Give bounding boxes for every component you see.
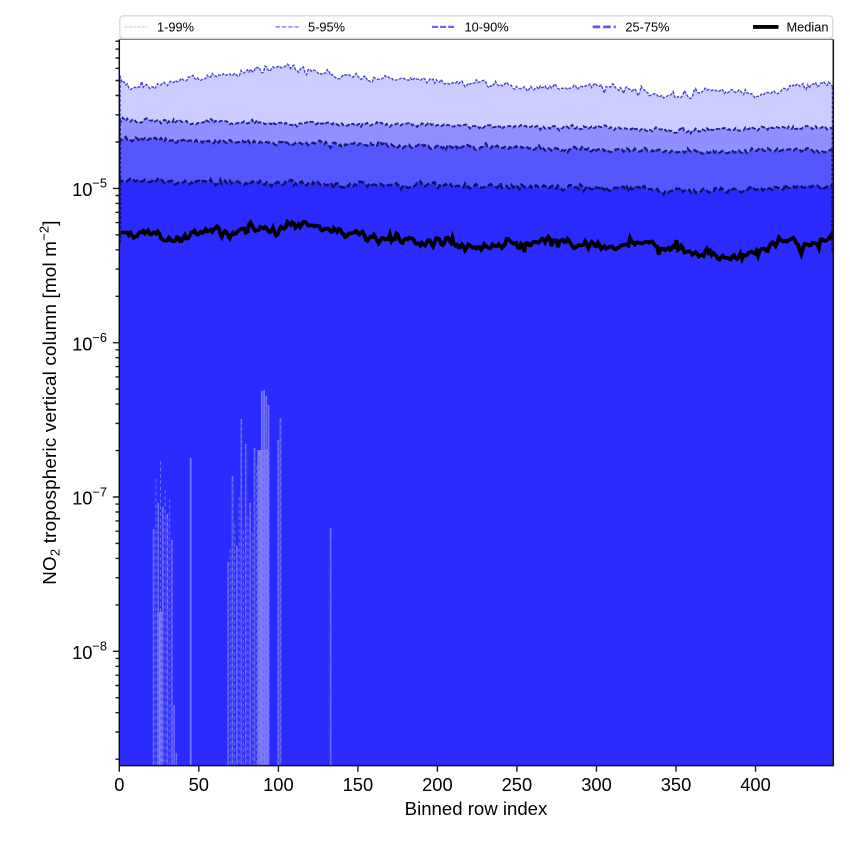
svg-text:300: 300 bbox=[581, 774, 612, 795]
svg-text:200: 200 bbox=[422, 774, 453, 795]
svg-text:10-90%: 10-90% bbox=[465, 19, 509, 34]
svg-text:Binned row index: Binned row index bbox=[405, 798, 548, 819]
svg-text:1-99%: 1-99% bbox=[157, 19, 194, 34]
svg-text:400: 400 bbox=[740, 774, 771, 795]
svg-text:150: 150 bbox=[343, 774, 374, 795]
svg-text:100: 100 bbox=[263, 774, 294, 795]
svg-text:10−5: 10−5 bbox=[72, 176, 107, 200]
svg-text:250: 250 bbox=[502, 774, 533, 795]
svg-text:50: 50 bbox=[189, 774, 209, 795]
svg-text:0: 0 bbox=[114, 774, 124, 795]
svg-text:Median: Median bbox=[787, 19, 829, 34]
svg-text:NO2 tropospheric vertical colu: NO2 tropospheric vertical column [mol m−… bbox=[37, 220, 63, 584]
svg-text:10−6: 10−6 bbox=[72, 330, 107, 354]
svg-text:5-95%: 5-95% bbox=[308, 19, 345, 34]
svg-text:25-75%: 25-75% bbox=[625, 19, 669, 34]
svg-text:350: 350 bbox=[661, 774, 692, 795]
